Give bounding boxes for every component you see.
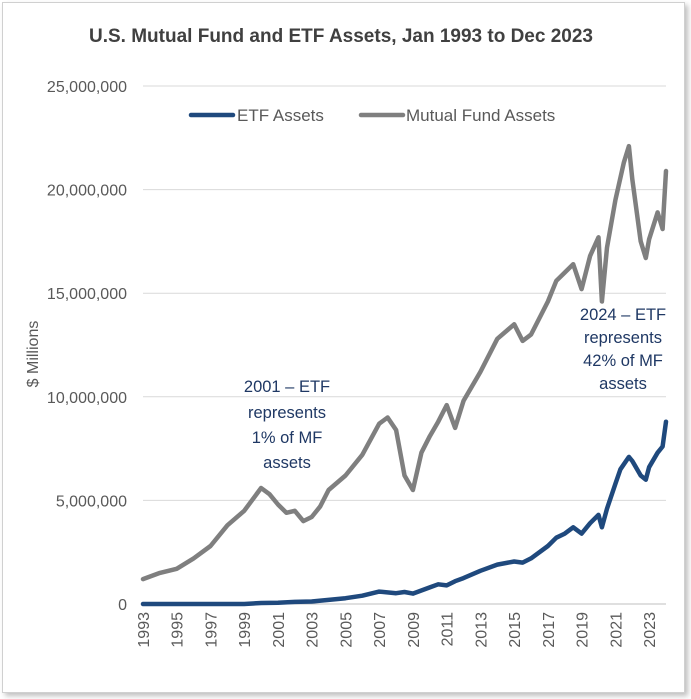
x-tick-label: 1997	[203, 612, 220, 648]
x-tick-label: 2009	[406, 612, 423, 648]
legend-label-etf: ETF Assets	[237, 106, 324, 125]
annotation-2001-line-3: 1% of MF	[252, 429, 323, 447]
annotation-2001-line-2: represents	[248, 404, 326, 422]
y-axis-label: $ Millions	[25, 321, 42, 388]
chart-title: U.S. Mutual Fund and ETF Assets, Jan 199…	[89, 26, 593, 47]
y-tick-label: 10,000,000	[47, 390, 127, 407]
annotation-2001-line-4: assets	[263, 454, 311, 472]
y-axis-ticks: 0 5,000,000 10,000,000 15,000,000 20,000,000…	[47, 79, 127, 614]
x-tick-label: 1995	[170, 612, 187, 648]
x-tick-label: 2005	[338, 612, 355, 648]
series-lines	[140, 143, 669, 607]
x-axis-ticks: 1993 1995 1997 1999 2001 2003 2005 2007 2009 2011…	[136, 612, 659, 648]
y-tick-label: 25,000,000	[47, 79, 127, 96]
legend: ETF Assets Mutual Fund Assets	[188, 106, 555, 125]
y-tick-label: 0	[118, 597, 127, 614]
x-tick-label: 2019	[575, 612, 592, 648]
series-line-mutual-fund	[140, 143, 669, 582]
y-tick-label: 5,000,000	[56, 493, 127, 510]
x-tick-label: 2003	[305, 612, 322, 648]
x-tick-label: 2023	[642, 612, 659, 648]
annotation-2024-line-2: represents	[584, 329, 662, 347]
annotation-2024-line-3: 42% of MF	[583, 352, 663, 370]
series-line-etf	[140, 419, 669, 607]
y-tick-label: 20,000,000	[47, 183, 127, 200]
x-tick-label: 2013	[473, 612, 490, 648]
x-tick-label: 2011	[440, 612, 457, 647]
y-tick-label: 15,000,000	[47, 286, 127, 303]
x-tick-label: 2001	[271, 612, 288, 648]
chart-frame	[2, 2, 685, 693]
x-tick-label: 2007	[372, 612, 389, 648]
annotation-2024-line-4: assets	[599, 375, 647, 393]
annotation-2024-line-1: 2024 – ETF	[580, 306, 666, 324]
x-tick-label: 1999	[237, 612, 254, 648]
x-tick-label: 2015	[507, 612, 524, 648]
x-tick-label: 2017	[541, 612, 558, 648]
annotation-2001: 2001 – ETF represents 1% of MF assets	[244, 378, 330, 472]
annotation-2024: 2024 – ETF represents 42% of MF assets	[580, 306, 666, 393]
annotation-2001-line-1: 2001 – ETF	[244, 378, 330, 396]
legend-label-mf: Mutual Fund Assets	[406, 106, 555, 125]
x-tick-label: 2021	[608, 612, 625, 648]
x-tick-label: 1993	[136, 612, 153, 648]
